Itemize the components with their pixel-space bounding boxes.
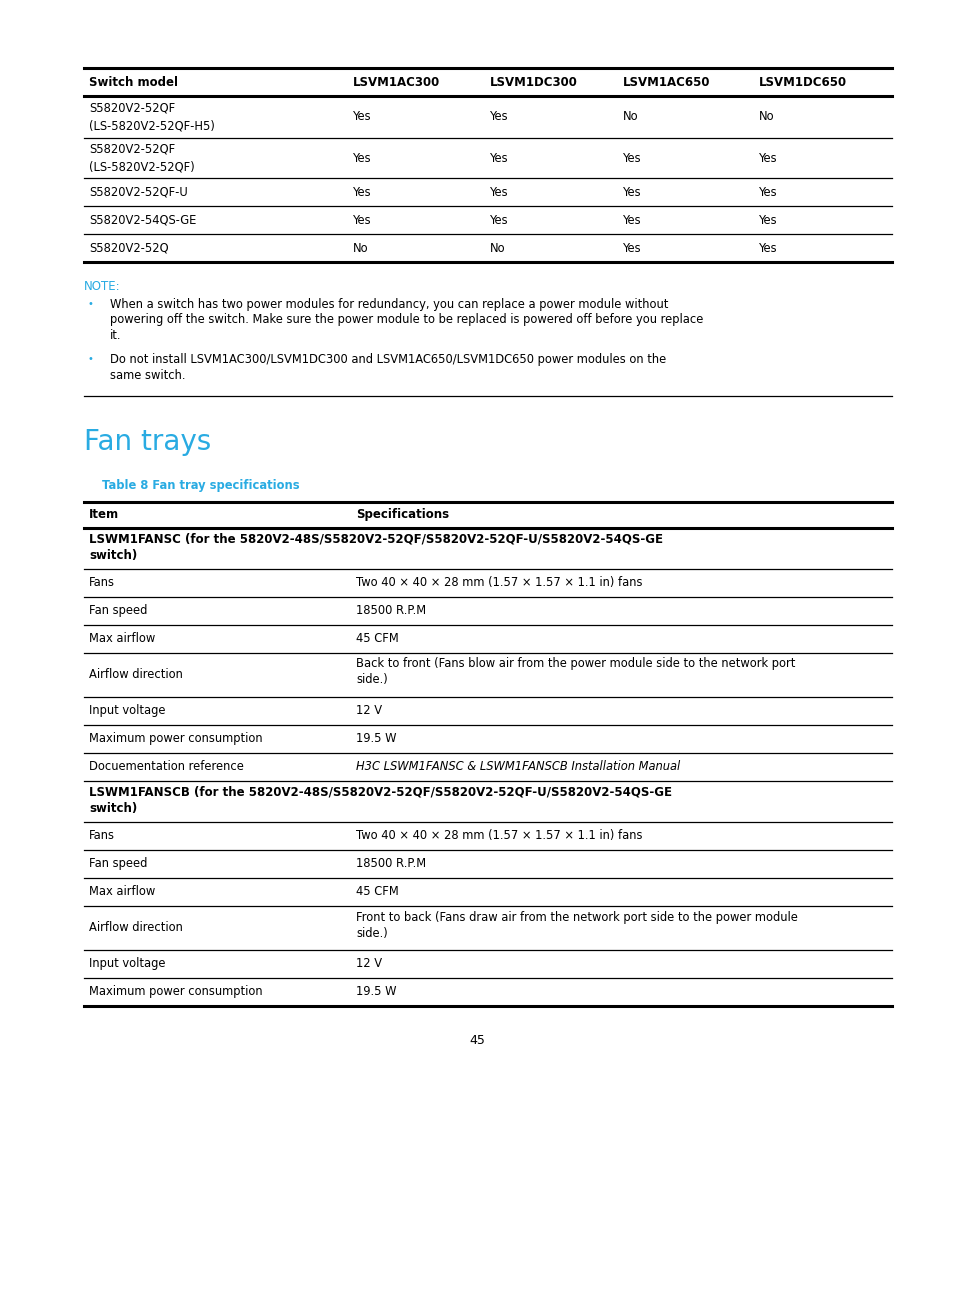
Text: S5820V2-52QF: S5820V2-52QF [89, 143, 175, 156]
Text: Yes: Yes [758, 152, 777, 165]
Text: 45: 45 [469, 1034, 484, 1047]
Text: Yes: Yes [489, 185, 508, 198]
Text: Yes: Yes [758, 241, 777, 254]
Text: Switch model: Switch model [89, 75, 178, 88]
Text: LSWM1FANSCB (for the 5820V2-48S/S5820V2-52QF/S5820V2-52QF-U/S5820V2-54QS-GE: LSWM1FANSCB (for the 5820V2-48S/S5820V2-… [89, 785, 671, 798]
Text: Yes: Yes [622, 241, 641, 254]
Text: side.): side.) [355, 674, 388, 687]
Text: S5820V2-52QF: S5820V2-52QF [89, 101, 175, 114]
Text: NOTE:: NOTE: [84, 280, 120, 293]
Text: 18500 R.P.M: 18500 R.P.M [355, 604, 426, 617]
Text: S5820V2-52Q: S5820V2-52Q [89, 241, 169, 254]
Text: LSVM1AC650: LSVM1AC650 [622, 75, 710, 88]
Text: Front to back (Fans draw air from the network port side to the power module: Front to back (Fans draw air from the ne… [355, 911, 797, 924]
Text: switch): switch) [89, 802, 137, 815]
Text: LSVM1DC300: LSVM1DC300 [489, 75, 577, 88]
Text: Input voltage: Input voltage [89, 704, 165, 717]
Text: Docuementation reference: Docuementation reference [89, 759, 244, 772]
Text: Back to front (Fans blow air from the power module side to the network port: Back to front (Fans blow air from the po… [355, 657, 795, 670]
Text: 19.5 W: 19.5 W [355, 732, 396, 745]
Text: 19.5 W: 19.5 W [355, 985, 396, 998]
Text: No: No [758, 110, 774, 123]
Text: Yes: Yes [353, 214, 372, 227]
Text: Yes: Yes [758, 214, 777, 227]
Text: Do not install LSVM1AC300/LSVM1DC300 and LSVM1AC650/LSVM1DC650 power modules on : Do not install LSVM1AC300/LSVM1DC300 and… [110, 354, 665, 367]
Text: 12 V: 12 V [355, 704, 382, 717]
Text: Fans: Fans [89, 575, 114, 588]
Text: Yes: Yes [622, 214, 641, 227]
Text: side.): side.) [355, 927, 388, 940]
Text: Yes: Yes [489, 152, 508, 165]
Text: Fan trays: Fan trays [84, 428, 211, 455]
Text: •: • [88, 355, 93, 364]
Text: switch): switch) [89, 550, 137, 562]
Text: S5820V2-54QS-GE: S5820V2-54QS-GE [89, 214, 196, 227]
Text: Yes: Yes [353, 185, 372, 198]
Text: Table 8 Fan tray specifications: Table 8 Fan tray specifications [102, 480, 299, 492]
Text: same switch.: same switch. [110, 369, 185, 382]
Text: Airflow direction: Airflow direction [89, 667, 183, 680]
Text: •: • [88, 299, 93, 308]
Text: Yes: Yes [758, 185, 777, 198]
Text: Yes: Yes [353, 110, 372, 123]
Text: Yes: Yes [622, 185, 641, 198]
Text: it.: it. [110, 329, 121, 342]
Text: (LS-5820V2-52QF-H5): (LS-5820V2-52QF-H5) [89, 119, 214, 132]
Text: Input voltage: Input voltage [89, 956, 165, 969]
Text: Maximum power consumption: Maximum power consumption [89, 985, 262, 998]
Text: Item: Item [89, 508, 119, 521]
Text: H3C LSWM1FANSC & LSWM1FANSCB Installation Manual: H3C LSWM1FANSC & LSWM1FANSCB Installatio… [355, 759, 679, 772]
Text: Airflow direction: Airflow direction [89, 921, 183, 934]
Text: Two 40 × 40 × 28 mm (1.57 × 1.57 × 1.1 in) fans: Two 40 × 40 × 28 mm (1.57 × 1.57 × 1.1 i… [355, 829, 642, 842]
Text: 12 V: 12 V [355, 956, 382, 969]
Text: No: No [489, 241, 505, 254]
Text: 45 CFM: 45 CFM [355, 885, 398, 898]
Text: Fan speed: Fan speed [89, 857, 147, 870]
Text: Yes: Yes [489, 110, 508, 123]
Text: 45 CFM: 45 CFM [355, 632, 398, 645]
Text: Maximum power consumption: Maximum power consumption [89, 732, 262, 745]
Text: Max airflow: Max airflow [89, 885, 155, 898]
Text: Fans: Fans [89, 829, 114, 842]
Text: LSVM1DC650: LSVM1DC650 [758, 75, 846, 88]
Text: Specifications: Specifications [355, 508, 449, 521]
Text: Yes: Yes [353, 152, 372, 165]
Text: (LS-5820V2-52QF): (LS-5820V2-52QF) [89, 161, 194, 174]
Text: Yes: Yes [622, 152, 641, 165]
Text: S5820V2-52QF-U: S5820V2-52QF-U [89, 185, 188, 198]
Text: No: No [622, 110, 639, 123]
Text: When a switch has two power modules for redundancy, you can replace a power modu: When a switch has two power modules for … [110, 298, 668, 311]
Text: 18500 R.P.M: 18500 R.P.M [355, 857, 426, 870]
Text: Fan speed: Fan speed [89, 604, 147, 617]
Text: No: No [353, 241, 369, 254]
Text: Yes: Yes [489, 214, 508, 227]
Text: Two 40 × 40 × 28 mm (1.57 × 1.57 × 1.1 in) fans: Two 40 × 40 × 28 mm (1.57 × 1.57 × 1.1 i… [355, 575, 642, 588]
Text: Max airflow: Max airflow [89, 632, 155, 645]
Text: LSWM1FANSC (for the 5820V2-48S/S5820V2-52QF/S5820V2-52QF-U/S5820V2-54QS-GE: LSWM1FANSC (for the 5820V2-48S/S5820V2-5… [89, 533, 662, 546]
Text: LSVM1AC300: LSVM1AC300 [353, 75, 440, 88]
Text: powering off the switch. Make sure the power module to be replaced is powered of: powering off the switch. Make sure the p… [110, 314, 702, 327]
